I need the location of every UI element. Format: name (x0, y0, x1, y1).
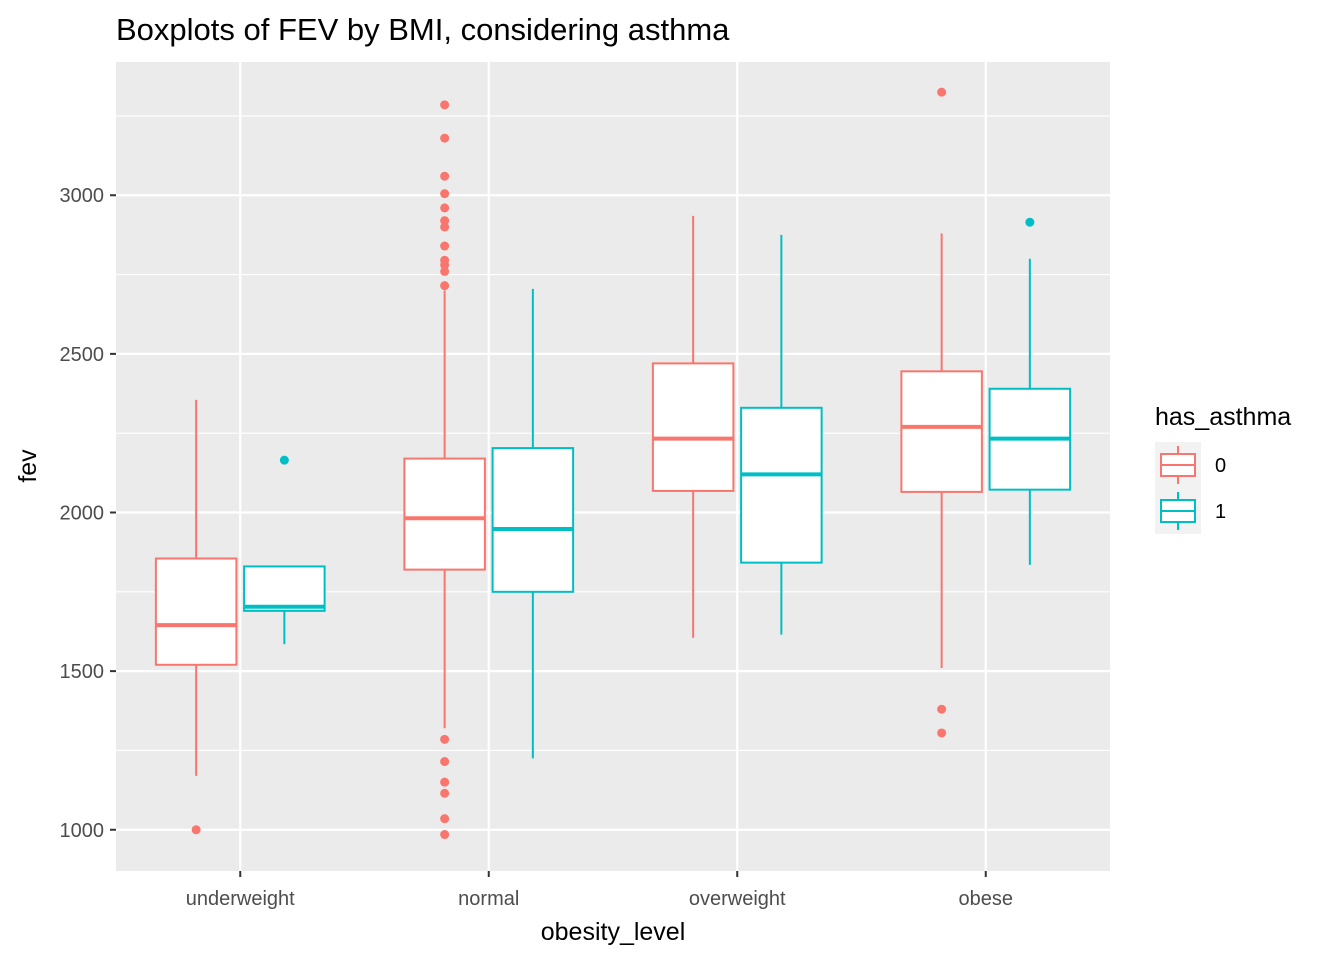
box-normal-1 (491, 288, 575, 759)
x-tick-label: normal (458, 888, 519, 910)
outlier-point (1025, 217, 1035, 227)
outlier-point (191, 825, 201, 835)
chart-title: Boxplots of FEV by BMI, considering asth… (116, 12, 730, 47)
outlier-point (440, 260, 450, 270)
legend-key-1 (1155, 488, 1201, 534)
outlier-point (440, 241, 450, 251)
outlier-point (440, 133, 450, 143)
box-iqr (243, 565, 326, 612)
box-iqr (491, 447, 575, 593)
outlier-point (440, 100, 450, 110)
box-obese-0 (900, 87, 983, 738)
box-iqr (740, 406, 823, 564)
outlier-point (440, 788, 450, 798)
x-tick-label: underweight (186, 888, 295, 910)
outlier-point (440, 189, 450, 199)
legend-title: has_asthma (1155, 403, 1291, 431)
box-overweight-1 (740, 234, 823, 635)
box-underweight-1 (243, 455, 326, 645)
outlier-point (440, 222, 450, 232)
outlier-point (937, 87, 947, 97)
y-axis: 1000 1500 2000 2500 3000 (60, 185, 116, 842)
box-marks (154, 87, 1072, 840)
outlier-point (440, 216, 450, 226)
outlier-point (440, 266, 450, 276)
legend: has_asthma 0 1 (1155, 403, 1291, 534)
box-iqr (651, 362, 735, 492)
box-iqr (900, 370, 983, 493)
legend-label: 0 (1215, 455, 1226, 477)
legend-label: 1 (1215, 501, 1226, 523)
outlier-point (440, 830, 450, 840)
y-tick-label: 3000 (60, 185, 105, 207)
outlier-point (440, 757, 450, 767)
box-iqr (403, 457, 486, 571)
outlier-point (440, 281, 450, 291)
outlier-point (279, 455, 289, 465)
y-tick-label: 2500 (60, 344, 105, 366)
y-axis-title: fev (14, 449, 42, 483)
outlier-point (937, 728, 947, 738)
outlier-point (440, 203, 450, 213)
outlier-point (937, 704, 947, 714)
box-obese-1 (988, 217, 1072, 565)
outlier-point (440, 814, 450, 824)
outlier-point (440, 734, 450, 744)
y-tick-label: 1500 (60, 661, 105, 683)
x-axis-title: obesity_level (541, 918, 686, 946)
box-underweight-0 (154, 399, 238, 835)
outlier-point (440, 171, 450, 181)
y-tick-label: 2000 (60, 503, 105, 525)
x-tick-label: overweight (689, 888, 786, 910)
legend-key-0 (1155, 442, 1201, 488)
outlier-point (440, 777, 450, 787)
x-tick-label: obese (959, 888, 1014, 910)
box-overweight-0 (651, 215, 735, 638)
x-axis: underweight normal overweight obese (186, 871, 1013, 910)
box-iqr (154, 557, 238, 666)
major-gridlines (116, 62, 1110, 871)
box-normal-0 (403, 100, 486, 840)
y-tick-label: 1000 (60, 820, 105, 842)
